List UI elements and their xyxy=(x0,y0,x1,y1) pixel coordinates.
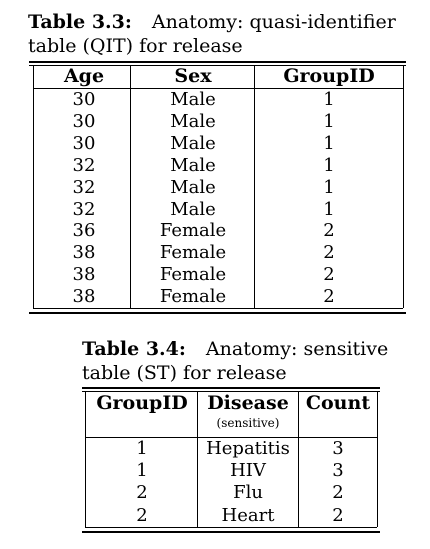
table-cell: Female xyxy=(159,264,227,286)
table-cell: Female xyxy=(159,220,227,242)
table-cell: 2 xyxy=(323,286,335,308)
table-cell: Male xyxy=(170,198,216,220)
table-cell: 38 xyxy=(72,264,96,286)
bottom-rule xyxy=(82,531,380,533)
top-rule-inner xyxy=(82,391,380,392)
table-cell: Male xyxy=(170,176,216,198)
table-label: Table 3.4: xyxy=(82,338,186,360)
top-rule-inner xyxy=(29,65,406,66)
table-cell: Female xyxy=(159,242,227,264)
header-rule xyxy=(85,437,377,438)
header-rule xyxy=(33,88,403,89)
table-cell: 32 xyxy=(72,176,96,198)
header-sex: Sex xyxy=(174,65,212,87)
table-cell: 1 xyxy=(323,176,335,198)
table-cell: 3 xyxy=(332,460,344,482)
table-cell: 2 xyxy=(136,504,148,526)
table-cell: Male xyxy=(170,132,216,154)
col-rule-0 xyxy=(33,65,34,308)
table-cell: 32 xyxy=(72,198,96,220)
header-disease: Disease xyxy=(207,392,289,414)
bottom-rule-inner xyxy=(85,527,377,528)
table-cell: 2 xyxy=(323,264,335,286)
table-cell: 3 xyxy=(332,438,344,459)
table-cell: 1 xyxy=(323,198,335,220)
table-cell: 30 xyxy=(72,132,96,154)
table-cell: Heart xyxy=(221,504,275,526)
header-disease-sub: (sensitive) xyxy=(216,416,280,430)
table-cell: Female xyxy=(159,286,227,308)
table-cell: 38 xyxy=(72,242,96,264)
col-rule-2 xyxy=(298,391,299,527)
col-rule-2 xyxy=(254,65,255,308)
top-rule xyxy=(29,61,406,63)
table-cell: Male xyxy=(170,110,216,132)
table-cell: Hepatitis xyxy=(206,438,290,459)
table-3-3-caption: Table 3.3: Anatomy: quasi-identifier tabl… xyxy=(28,10,396,58)
table-label: Table 3.3: xyxy=(28,11,132,33)
table-cell: 30 xyxy=(72,110,96,132)
col-rule-0 xyxy=(85,391,86,527)
caption-line-2: table (QIT) for release xyxy=(28,35,243,57)
caption-text: Anatomy: quasi-identifier xyxy=(151,11,396,33)
bottom-rule-inner xyxy=(33,308,403,309)
caption-line-1: Table 3.3: Anatomy: quasi-identifier xyxy=(28,10,396,34)
col-rule-1 xyxy=(197,391,198,527)
caption-line-2: table (ST) for release xyxy=(82,362,287,384)
table-cell: 38 xyxy=(72,286,96,308)
caption-line-1: Table 3.4: Anatomy: sensitive xyxy=(82,337,388,361)
header-age: Age xyxy=(63,65,105,87)
top-rule xyxy=(82,387,380,389)
table-cell: Male xyxy=(170,154,216,176)
header-groupid: GroupID xyxy=(283,65,375,87)
table-cell: Male xyxy=(170,89,216,110)
table-cell: 2 xyxy=(136,482,148,504)
col-rule-1 xyxy=(130,65,131,308)
header-groupid: GroupID xyxy=(96,392,188,414)
table-cell: HIV xyxy=(230,460,266,482)
table-cell: 1 xyxy=(136,438,148,459)
table-cell: 2 xyxy=(332,504,344,526)
table-cell: 36 xyxy=(72,220,96,242)
table-cell: 2 xyxy=(323,242,335,264)
table-cell: Flu xyxy=(233,482,263,504)
table-cell: 32 xyxy=(72,154,96,176)
bottom-rule xyxy=(29,312,406,314)
table-cell: 1 xyxy=(136,460,148,482)
table-cell: 1 xyxy=(323,132,335,154)
col-rule-3 xyxy=(403,65,404,308)
table-cell: 1 xyxy=(323,110,335,132)
table-cell: 1 xyxy=(323,154,335,176)
table-cell: 2 xyxy=(332,482,344,504)
table-cell: 2 xyxy=(323,220,335,242)
table-cell: 1 xyxy=(323,89,335,110)
header-count: Count xyxy=(305,392,371,414)
table-3-4-caption: Table 3.4: Anatomy: sensitive table (ST) … xyxy=(82,337,388,385)
caption-text: Anatomy: sensitive xyxy=(205,338,389,360)
table-cell: 30 xyxy=(72,89,96,110)
col-rule-3 xyxy=(377,391,378,527)
